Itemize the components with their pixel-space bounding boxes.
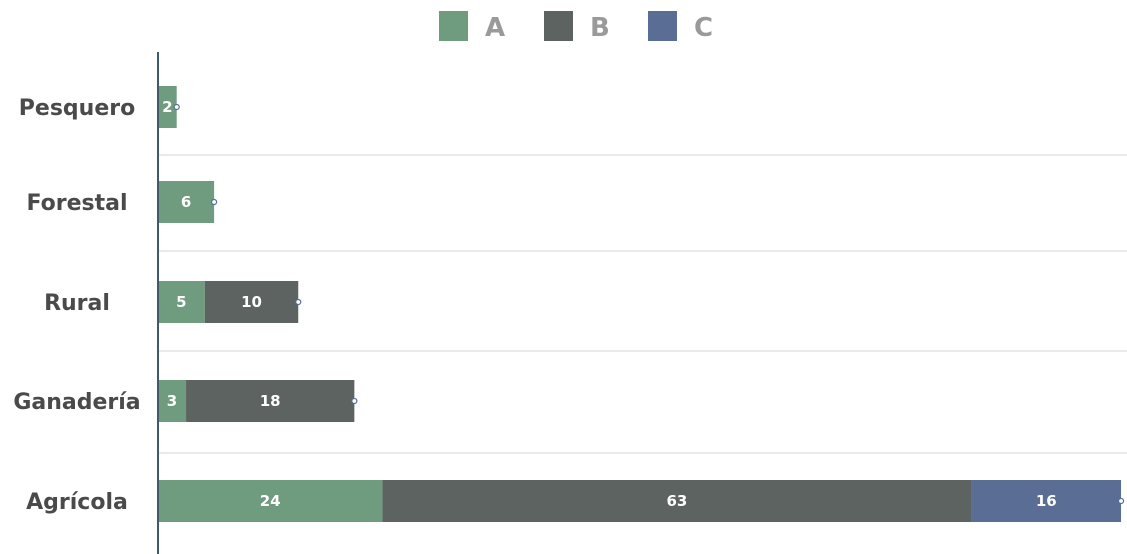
bar-value-label: 16 [1036,492,1057,510]
bar-pesquero-a [158,86,177,128]
bar-agrícola-b [382,480,972,522]
legend-swatch-b [544,11,573,41]
bar-forestal-a [158,181,215,223]
legend-label-a: A [485,13,505,43]
bar-value-label: 24 [260,492,281,510]
category-label-pesquero: Pesquero [19,96,135,121]
legend-swatch-a [439,11,468,41]
bar-ganadería-a [158,380,187,422]
category-label-ganadería: Ganadería [13,390,140,415]
legend: A B C [439,11,713,43]
bar-end-marker [211,198,218,206]
legend-label-c: C [694,13,713,43]
bar-value-label: 2 [162,98,172,116]
category-label-agrícola: Agrícola [26,490,128,515]
bar-rural-a [158,281,205,323]
bar-value-label: 3 [167,392,177,410]
bar-ganadería-b [186,380,355,422]
bar-end-marker [351,397,358,405]
bars: 2 6 5 10 3 18 24 63 16 [158,86,1125,522]
bar-value-label: 63 [666,492,687,510]
bar-value-label: 6 [181,193,191,211]
bar-end-marker [1117,497,1125,505]
bar-value-label: 10 [241,293,262,311]
bar-end-marker [295,298,302,306]
category-label-forestal: Forestal [26,191,127,216]
bar-agrícola-c [971,480,1122,522]
bar-rural-b [204,281,299,323]
gridlines [158,154,1127,454]
legend-swatch-c [648,11,677,41]
category-label-rural: Rural [44,291,110,316]
bar-agrícola-a [158,480,383,522]
bar-value-label: 5 [176,293,186,311]
category-labels: Pesquero Forestal Rural Ganadería Agrícola [13,96,140,515]
legend-label-b: B [590,13,610,43]
bar-value-label: 18 [260,392,281,410]
bar-end-marker [173,103,180,111]
